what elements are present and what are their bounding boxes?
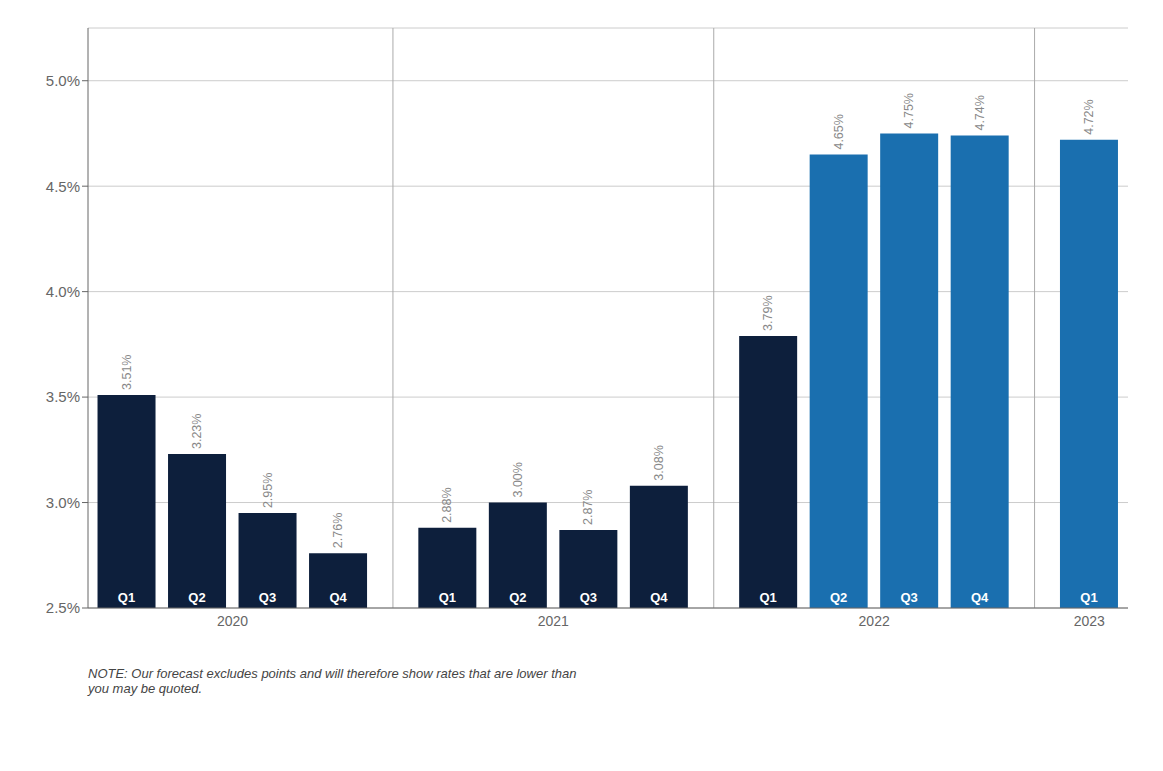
svg-text:Q3: Q3	[900, 590, 917, 605]
svg-text:Q2: Q2	[188, 590, 205, 605]
svg-text:2.87%: 2.87%	[581, 490, 595, 525]
svg-text:Q1: Q1	[759, 590, 776, 605]
svg-text:4.0%: 4.0%	[46, 283, 80, 300]
svg-text:2023: 2023	[1074, 613, 1105, 629]
svg-text:Q3: Q3	[259, 590, 276, 605]
svg-text:Q2: Q2	[509, 590, 526, 605]
svg-text:2.95%: 2.95%	[261, 473, 275, 508]
svg-text:4.75%: 4.75%	[902, 93, 916, 128]
svg-text:Q4: Q4	[329, 590, 347, 605]
svg-text:3.5%: 3.5%	[46, 388, 80, 405]
svg-text:Q4: Q4	[650, 590, 668, 605]
svg-text:5.0%: 5.0%	[46, 72, 80, 89]
svg-text:Q4: Q4	[971, 590, 989, 605]
svg-text:2.76%: 2.76%	[331, 513, 345, 548]
svg-text:2020: 2020	[217, 613, 248, 629]
html-text:NOTE: Our forecast excludes po: NOTE: Our forecast excludes points and w…	[88, 666, 577, 696]
svg-text:Q1: Q1	[439, 590, 456, 605]
svg-text:4.5%: 4.5%	[46, 178, 80, 195]
svg-text:4.74%: 4.74%	[973, 95, 987, 130]
svg-text:3.00%: 3.00%	[511, 462, 525, 497]
svg-text:2.5%: 2.5%	[46, 599, 80, 616]
svg-text:Q2: Q2	[830, 590, 847, 605]
svg-text:Q1: Q1	[1080, 590, 1097, 605]
svg-text:3.79%: 3.79%	[761, 295, 775, 330]
svg-text:3.08%: 3.08%	[652, 445, 666, 480]
svg-text:Q3: Q3	[580, 590, 597, 605]
svg-text:3.0%: 3.0%	[46, 494, 80, 511]
svg-text:3.23%: 3.23%	[190, 414, 204, 449]
svg-text:2021: 2021	[538, 613, 569, 629]
svg-text:4.65%: 4.65%	[832, 114, 846, 149]
svg-text:Q1: Q1	[118, 590, 135, 605]
svg-text:3.51%: 3.51%	[120, 355, 134, 390]
svg-text:2022: 2022	[859, 613, 890, 629]
svg-text:4.72%: 4.72%	[1082, 99, 1096, 134]
svg-text:2.88%: 2.88%	[440, 487, 454, 522]
